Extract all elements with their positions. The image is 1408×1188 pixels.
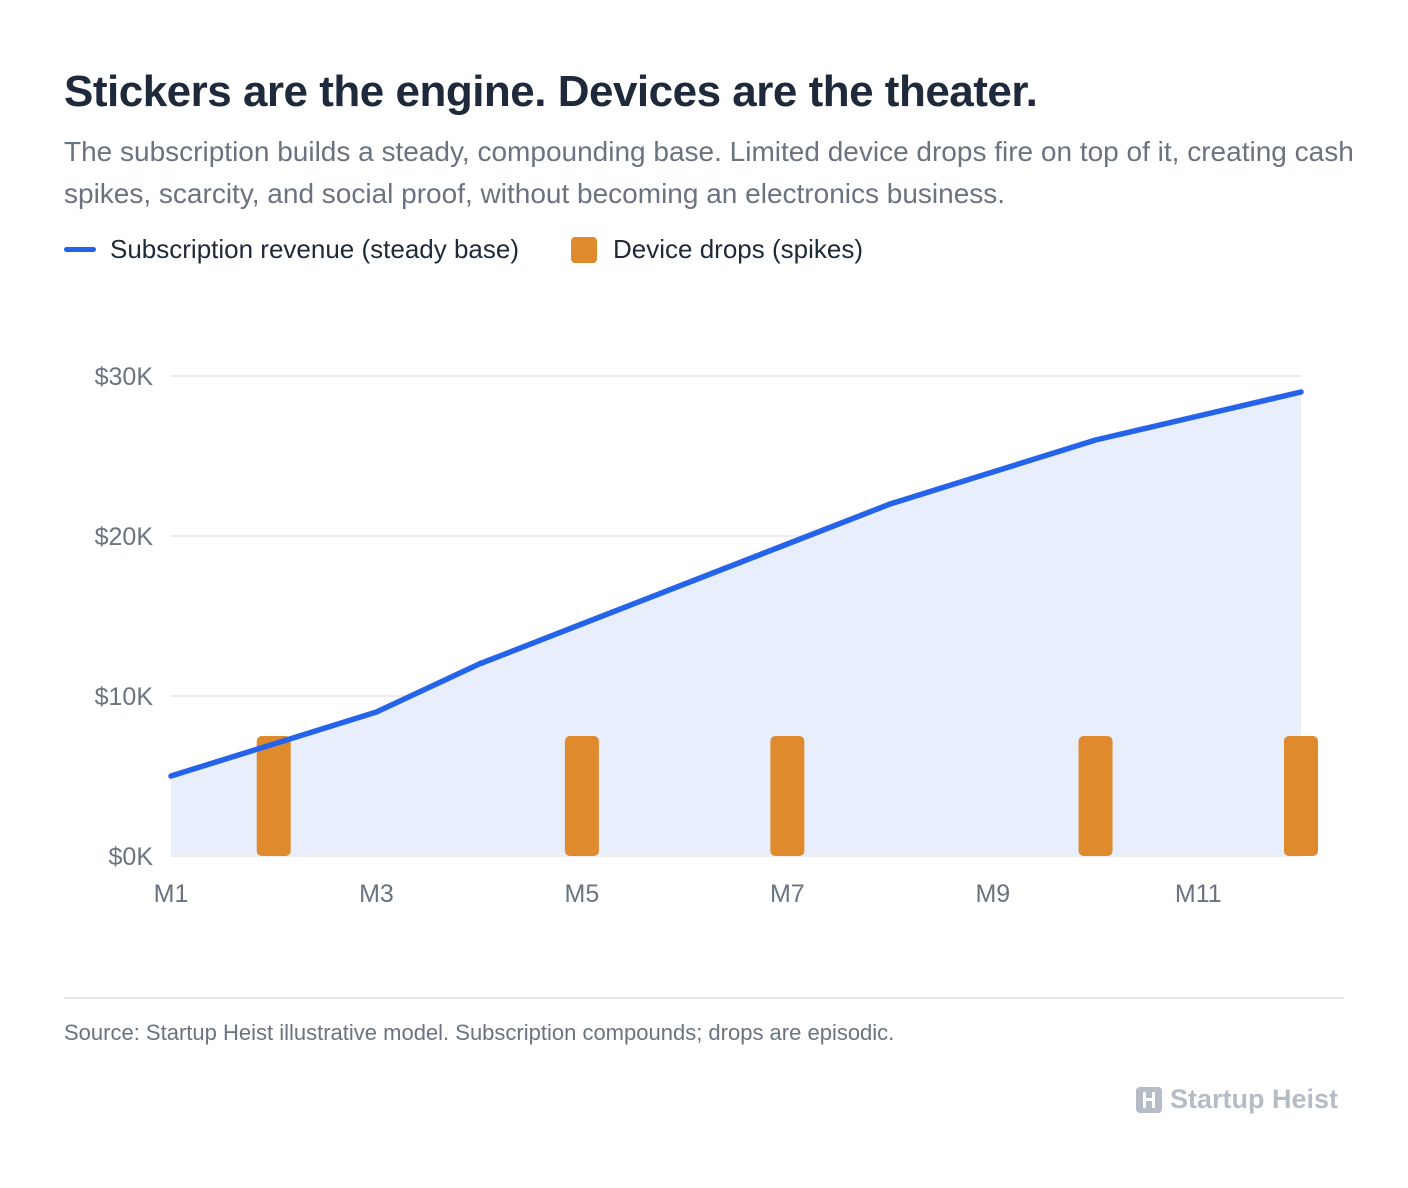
x-tick-label-M3: M3 — [359, 880, 394, 908]
legend-swatch-bar — [571, 236, 598, 263]
x-tick-label-M1: M1 — [154, 880, 189, 908]
device-drop-bars — [256, 736, 1318, 856]
area-fill — [171, 392, 1301, 856]
legend-item-device-drops: Device drops (spikes) — [571, 234, 863, 265]
y-tick-label-1: $10K — [95, 683, 154, 711]
device-drop-bar-M10 — [1078, 736, 1113, 856]
x-tick-label-M7: M7 — [770, 880, 805, 908]
device-drop-bar-M7 — [770, 736, 805, 856]
x-tick-label-M5: M5 — [565, 880, 600, 908]
legend-swatch-line — [64, 247, 96, 252]
x-tick-label-M9: M9 — [975, 880, 1010, 908]
legend-item-subscription: Subscription revenue (steady base) — [64, 234, 519, 265]
device-drop-bar-M2 — [256, 736, 291, 856]
device-drop-bar-M12 — [1284, 736, 1318, 856]
brand-logo: Startup Heist — [1135, 1084, 1338, 1115]
legend-label-device-drops: Device drops (spikes) — [613, 234, 863, 264]
y-axis-ticks: $0K $10K $20K $30K — [95, 363, 154, 871]
device-drop-bar-M5 — [564, 736, 599, 856]
x-tick-label-M11: M11 — [1175, 880, 1222, 908]
chart-title: Stickers are the engine. Devices are the… — [64, 67, 1038, 116]
revenue-chart: $0K $10K $20K $30K M1 M3 M5 M7 M9 M11 — [95, 363, 1318, 908]
legend-label-subscription: Subscription revenue (steady base) — [110, 234, 520, 264]
subscription-line-path — [168, 389, 1304, 779]
y-tick-label-3: $30K — [95, 363, 154, 391]
subscription-area — [171, 392, 1301, 856]
y-tick-label-0: $0K — [109, 843, 154, 871]
building-icon — [1135, 1086, 1162, 1113]
brand-name: Startup Heist — [1169, 1084, 1338, 1114]
source-note: Source: Startup Heist illustrative model… — [64, 1020, 895, 1045]
subscription-line — [168, 389, 1304, 779]
chart-subtitle: The subscription builds a steady, compou… — [64, 136, 1354, 209]
x-axis-ticks: M1 M3 M5 M7 M9 M11 — [154, 880, 1222, 908]
y-tick-label-2: $20K — [95, 523, 154, 551]
footer-divider — [64, 997, 1344, 999]
legend: Subscription revenue (steady base) Devic… — [64, 234, 863, 265]
